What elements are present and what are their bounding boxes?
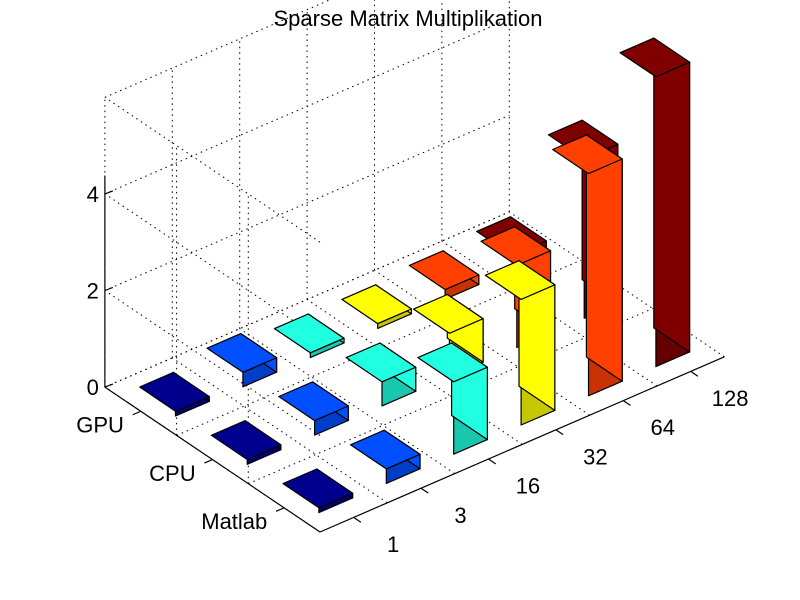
bar-face-side xyxy=(653,37,691,353)
bar-CPU-16 xyxy=(345,342,417,407)
bar-face-top xyxy=(273,313,345,354)
y-tick xyxy=(204,458,213,464)
bar-Matlab-32 xyxy=(484,260,556,426)
grid-line xyxy=(172,357,388,504)
y-tick-label: CPU xyxy=(149,461,195,486)
axis-layer xyxy=(104,175,725,533)
bar-face-top xyxy=(345,342,417,383)
bar-GPU-64 xyxy=(408,250,480,300)
bar-CPU-1 xyxy=(210,420,282,465)
bars-layer xyxy=(139,37,691,514)
x-axis xyxy=(319,356,725,533)
x-tick xyxy=(622,400,631,406)
y-tick xyxy=(275,507,285,512)
bar-face-top xyxy=(206,333,278,373)
x-tick-label: 1 xyxy=(387,532,399,557)
x-tick xyxy=(555,429,564,436)
x-tick xyxy=(420,487,429,494)
bar-face-top xyxy=(408,250,480,291)
z-tick-label: 0 xyxy=(87,375,99,400)
bar-face-top xyxy=(139,371,210,412)
bar-GPU-3 xyxy=(206,333,278,388)
bar-face-top xyxy=(552,134,623,175)
grid-line xyxy=(104,193,321,340)
bar-Matlab-1 xyxy=(282,468,354,514)
x-tick-label: 16 xyxy=(516,474,540,499)
x-tick xyxy=(488,458,497,465)
grid-line xyxy=(104,290,321,436)
bar-face-top xyxy=(341,284,412,325)
z-tick-label: 4 xyxy=(87,182,99,207)
x-tick-label: 3 xyxy=(454,503,466,528)
bar-face-top xyxy=(210,420,282,461)
bar-Matlab-64 xyxy=(552,134,623,397)
bar-face-top xyxy=(484,260,556,300)
bar-face-top xyxy=(417,342,488,383)
x-tick xyxy=(690,370,699,377)
y-tick xyxy=(132,410,141,416)
bar-face-top xyxy=(349,429,421,470)
bar-face-top xyxy=(619,37,691,78)
grid-line xyxy=(248,308,653,485)
bar-face-top xyxy=(413,293,484,334)
grid-line xyxy=(104,211,510,388)
bar-Matlab-16 xyxy=(417,342,488,455)
bar-CPU-3 xyxy=(278,381,349,436)
x-tick xyxy=(353,516,362,523)
y-tick-label: Matlab xyxy=(201,509,267,534)
chart-title: Sparse Matrix Multiplikation xyxy=(274,6,543,31)
bar-GPU-16 xyxy=(273,313,345,359)
y-tick-label: GPU xyxy=(76,413,124,438)
bar-GPU-1 xyxy=(139,371,210,417)
x-tick-label: 32 xyxy=(583,444,607,469)
x-tick-label: 64 xyxy=(650,415,674,440)
x-tick-label: 128 xyxy=(712,386,749,411)
bar-Matlab-3 xyxy=(349,429,421,484)
grid-line xyxy=(104,114,510,291)
bar-Matlab-128 xyxy=(619,37,691,368)
z-tick xyxy=(104,383,114,388)
bar-face-top xyxy=(480,226,552,266)
bar-GPU-32 xyxy=(341,284,412,329)
z-tick-label: 2 xyxy=(87,279,99,304)
bar-face-top xyxy=(278,381,349,422)
bar-face-top xyxy=(282,468,354,509)
grid-line xyxy=(104,0,331,98)
z-tick xyxy=(104,190,114,195)
grid-line xyxy=(104,96,321,243)
z-tick xyxy=(104,286,114,292)
